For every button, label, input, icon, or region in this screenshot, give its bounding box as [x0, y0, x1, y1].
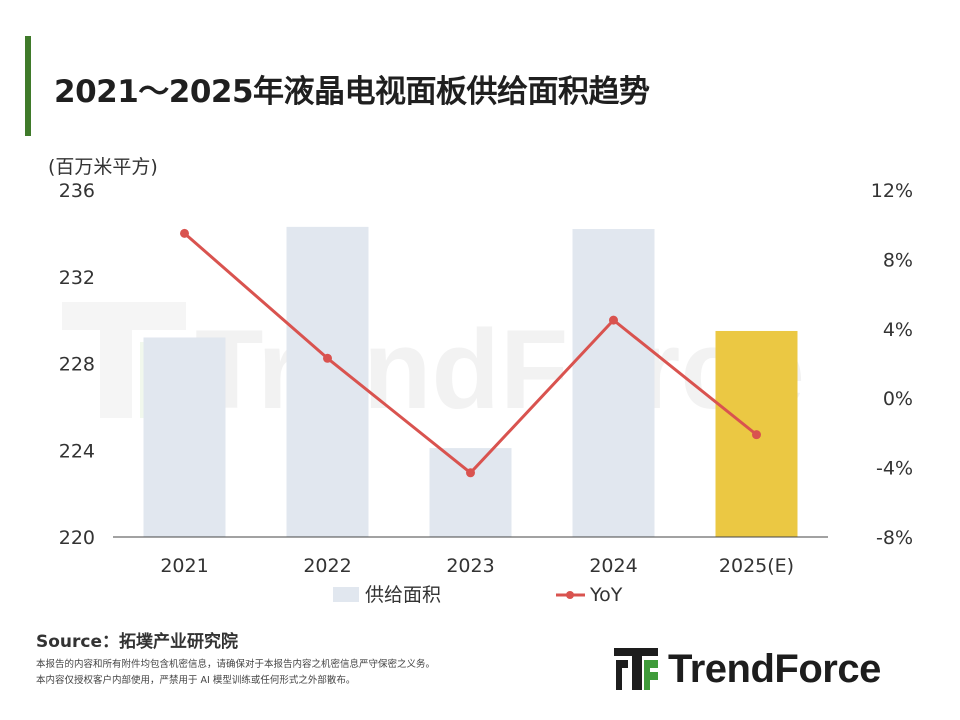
usage-note: 本内容仅授权客户内部使用，严禁用于 AI 模型训练或任何形式之外部散布。 [36, 675, 356, 686]
chart: TrendForce 2021 2022 2023 2024 2025(E) 22022… [59, 180, 913, 606]
trendforce-logo-icon [614, 648, 658, 690]
left-y-tick-label: 224 [59, 440, 95, 462]
x-tick-label: 2023 [446, 555, 494, 577]
source-note: Source：拓墣产业研究院 [36, 632, 239, 652]
yoy-point-2024 [609, 315, 618, 325]
yoy-point-2022 [323, 353, 332, 363]
trendforce-logo: TrendForce [612, 646, 881, 692]
x-tick-label: 2021 [160, 555, 208, 577]
confidentiality-note: 本报告的内容和所有附件均包含机密信息，请确保对于本报告内容之机密信息严守保密之义… [36, 659, 436, 670]
yoy-point-2021 [180, 228, 189, 238]
left-y-tick-label: 236 [59, 180, 95, 202]
title-accent-bar [25, 36, 31, 136]
watermark-logo-mark [62, 302, 186, 418]
legend-bar-swatch [333, 587, 359, 602]
y-axis-unit-label: (百万米平方) [48, 156, 158, 178]
left-y-tick-label: 220 [59, 527, 95, 549]
right-y-tick-label: 0% [883, 388, 913, 410]
right-y-tick-label: -8% [876, 527, 913, 549]
yoy-point-2023 [466, 468, 475, 478]
left-y-tick-label: 232 [59, 267, 95, 289]
legend-bar-label: 供给面积 [365, 584, 441, 606]
right-y-tick-label: 8% [883, 249, 913, 271]
legend-line-label: YoY [589, 584, 623, 606]
right-y-tick-label: 4% [883, 319, 913, 341]
left-y-tick-label: 228 [59, 354, 95, 376]
axis-ticks: 220 224 228 232 236 -8% -4% 0% 4% 8% 12% [59, 180, 913, 549]
bar-2024 [572, 229, 655, 537]
bar-2021 [143, 337, 226, 537]
bar-series [143, 226, 798, 537]
right-y-tick-label: 12% [871, 180, 913, 202]
watermark-text: TrendForce [195, 307, 805, 432]
legend-line-marker [566, 591, 574, 599]
trendforce-logo-text: TrendForce [668, 646, 881, 691]
yoy-point-2025(E) [752, 430, 761, 440]
page-title: 2021～2025年液晶电视面板供给面积趋势 [54, 74, 650, 110]
x-tick-label: 2022 [303, 555, 351, 577]
bar-2023 [429, 448, 512, 537]
right-y-tick-label: -4% [876, 458, 913, 480]
x-axis: 2021 2022 2023 2024 2025(E) [113, 536, 828, 577]
confidentiality-notes: 本报告的内容和所有附件均包含机密信息，请确保对于本报告内容之机密信息严守保密之义… [36, 657, 435, 689]
legend: 供给面积 YoY [333, 584, 623, 606]
x-tick-label: 2024 [589, 555, 637, 577]
yoy-line-series [180, 228, 761, 478]
x-tick-label: 2025(E) [719, 555, 794, 577]
